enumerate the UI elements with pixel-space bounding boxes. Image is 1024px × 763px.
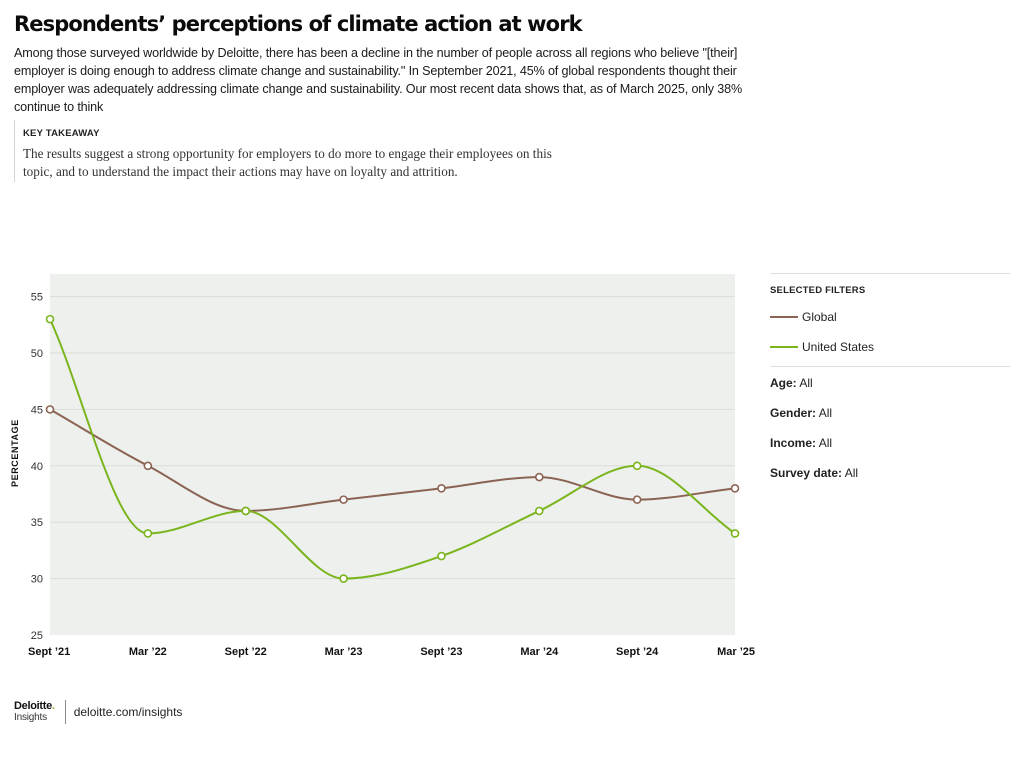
- data-point-global: [730, 484, 740, 493]
- data-point-global: [45, 405, 55, 414]
- data-point-global: [632, 495, 642, 504]
- panel-divider: [770, 273, 1010, 274]
- legend-swatch-united-states: [770, 346, 798, 348]
- footer-separator: [64, 700, 66, 724]
- series-line-united-states: [49, 318, 736, 580]
- deloitte-insights-link[interactable]: deloitte.com/insights: [73, 705, 183, 719]
- filter-income-value: All: [818, 436, 833, 450]
- filter-income-key: Income:: [770, 436, 817, 450]
- footer: Deloitte. Insights deloitte.com/insights: [14, 700, 182, 724]
- data-point-united-states: [437, 551, 446, 561]
- data-point-united-states: [45, 314, 55, 324]
- filter-income[interactable]: Income: All: [770, 433, 1010, 463]
- y-tick-label: 30: [31, 574, 43, 586]
- data-point-united-states: [339, 574, 348, 583]
- logo-brand: Deloitte: [14, 700, 52, 712]
- y-tick-label: 35: [31, 517, 43, 529]
- y-tick-label: 25: [31, 630, 43, 642]
- x-tick-label: Sept ’23: [420, 646, 462, 658]
- key-takeaway-text: The results suggest a strong opportunity…: [23, 146, 552, 179]
- filter-survey-date-value: All: [844, 466, 859, 480]
- key-takeaway-label: KEY TAKEAWAY: [23, 128, 100, 139]
- data-point-united-states: [632, 461, 642, 471]
- y-tick-label: 55: [31, 292, 43, 304]
- line-chart: 25 30 35 40 45 50 55 Sept ’21 Mar ’22 Sept ’22 Mar…: [28, 274, 755, 658]
- x-tick-label: Sept ’22: [225, 646, 267, 658]
- x-tick-label: Mar ’24: [520, 646, 559, 658]
- data-point-global: [437, 484, 446, 493]
- x-tick-label: Sept ’21: [28, 646, 70, 658]
- data-point-united-states: [143, 529, 153, 538]
- panel-divider: [770, 366, 1010, 367]
- filter-gender-key: Gender:: [770, 406, 817, 420]
- chart-title: Respondents’ perceptions of climate acti…: [14, 12, 583, 36]
- logo-sub: Insights: [14, 712, 47, 723]
- filter-age-value: All: [799, 376, 813, 390]
- filter-panel: SELECTED FILTERS Global United States Ag…: [770, 273, 1010, 493]
- data-point-united-states: [534, 506, 544, 516]
- selected-filters-heading: SELECTED FILTERS: [770, 285, 866, 296]
- data-point-united-states: [730, 529, 740, 538]
- legend-item-united-states[interactable]: United States: [770, 332, 1010, 362]
- logo-dot: .: [51, 700, 55, 712]
- x-tick-label: Mar ’22: [129, 646, 167, 658]
- x-tick-label: Mar ’25: [717, 646, 755, 658]
- filter-age[interactable]: Age: All: [770, 373, 1010, 403]
- plot-area: [50, 274, 735, 635]
- y-tick-label: 50: [31, 348, 43, 360]
- data-point-global: [339, 495, 348, 504]
- legend-label-global: Global: [802, 310, 837, 324]
- y-tick-label: 45: [31, 404, 43, 416]
- y-tick-label: 40: [31, 461, 43, 473]
- data-point-united-states: [241, 506, 251, 516]
- x-tick-label: Sept ’24: [616, 646, 659, 658]
- key-takeaway: KEY TAKEAWAY The results suggest a stron…: [14, 120, 603, 182]
- filter-age-key: Age:: [770, 376, 797, 390]
- deloitte-insights-logo: Deloitte. Insights: [14, 700, 55, 724]
- data-point-global: [143, 461, 153, 471]
- x-tick-label: Mar ’23: [325, 646, 363, 658]
- filter-survey-date[interactable]: Survey date: All: [770, 463, 1010, 493]
- legend: Global United States: [770, 302, 1010, 362]
- filter-gender[interactable]: Gender: All: [770, 403, 1010, 433]
- legend-item-global[interactable]: Global: [770, 302, 1010, 332]
- filter-survey-date-key: Survey date:: [770, 466, 843, 480]
- data-point-global: [534, 472, 544, 482]
- series-line-global: [49, 408, 736, 512]
- filter-gender-value: All: [818, 406, 833, 420]
- intro-paragraph: Among those surveyed worldwide by Deloit…: [14, 46, 743, 114]
- y-axis-label: PERCENTAGE: [10, 419, 20, 487]
- legend-swatch-global: [770, 316, 798, 318]
- legend-label-united-states: United States: [802, 340, 875, 354]
